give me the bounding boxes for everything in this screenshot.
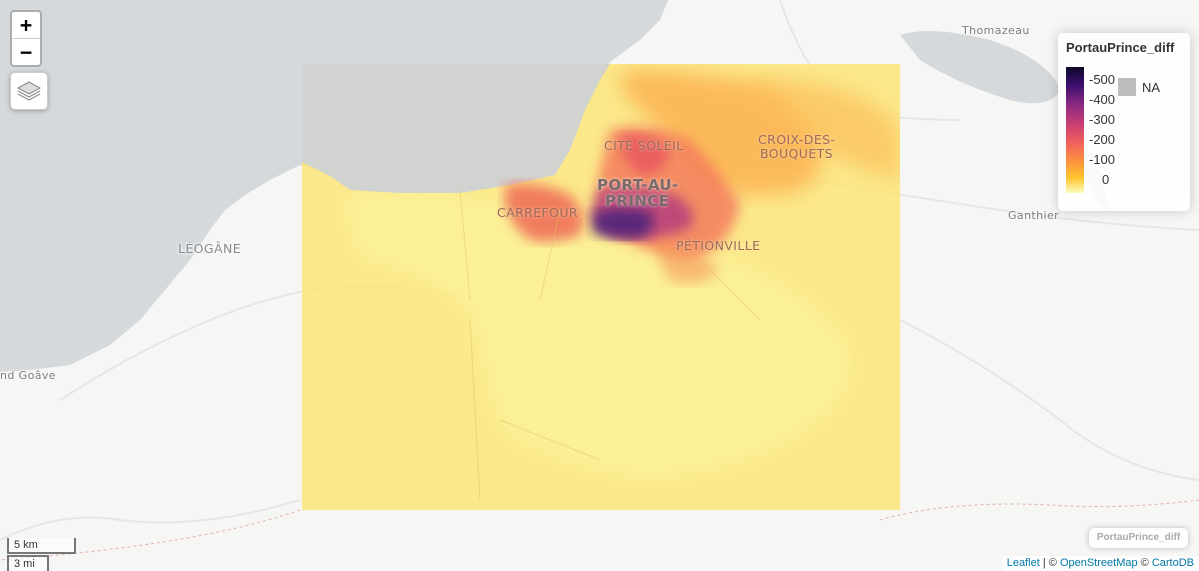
layer-info-box: PortauPrince_diff xyxy=(1089,528,1188,548)
legend-tick-mark xyxy=(1084,160,1088,161)
place-label-cite-soleil: CITÉ SOLEIL xyxy=(604,138,684,153)
legend-na-swatch xyxy=(1118,78,1136,96)
legend-tick-label: -100 xyxy=(1089,152,1116,167)
attribution-separator: | © xyxy=(1039,557,1060,569)
place-label-croix-line1: CROIX-DES- xyxy=(758,132,836,147)
legend-title: PortauPrince_diff xyxy=(1066,40,1175,55)
border xyxy=(0,509,301,561)
place-label-leogane: LÉOGÂNE xyxy=(178,241,241,256)
place-label-grand-goave: nd Goâve xyxy=(0,369,56,382)
openstreetmap-link[interactable]: OpenStreetMap xyxy=(1059,557,1138,569)
place-label-carrefour: CARREFOUR xyxy=(497,205,579,220)
legend-tick-mark xyxy=(1084,100,1088,101)
attribution: Leaflet | © OpenStreetMap © CartoDB xyxy=(1001,556,1199,571)
place-label-thomazeau: Thomazeau xyxy=(962,24,1030,37)
legend-na-label: NA xyxy=(1142,80,1161,95)
legend: PortauPrince_diff -500 -400 -300 -200 -1… xyxy=(1058,33,1190,211)
road xyxy=(0,499,301,541)
legend-tick-label: -500 xyxy=(1089,72,1116,87)
attribution-separator: © xyxy=(1137,557,1152,569)
cartodb-link[interactable]: CartoDB xyxy=(1151,557,1194,569)
water-lake xyxy=(900,31,1060,104)
place-label-port-line2: PRINCE xyxy=(605,192,670,210)
layers-control-button[interactable] xyxy=(10,72,48,110)
legend-tick-label: 0 xyxy=(1102,172,1110,187)
layers-icon xyxy=(16,81,42,101)
leaflet-link[interactable]: Leaflet xyxy=(1006,557,1040,569)
place-label-petionville: PÉTIONVILLE xyxy=(676,238,761,253)
legend-tick-label: -400 xyxy=(1089,92,1116,107)
place-label-port-line1: PORT-AU- xyxy=(597,176,679,194)
zoom-in-button[interactable]: + xyxy=(19,13,33,37)
place-label-ganthier: Ganthier xyxy=(1008,209,1060,222)
legend-tick-mark xyxy=(1084,180,1088,181)
zoom-control: + − xyxy=(10,10,42,67)
legend-color-bar xyxy=(1066,67,1084,193)
legend-tick-label: -300 xyxy=(1089,112,1116,127)
legend-tick-mark xyxy=(1084,120,1088,121)
zoom-out-button[interactable]: − xyxy=(12,38,40,65)
place-label-croix-line2: BOUQUETS xyxy=(760,146,833,161)
legend-tick-mark xyxy=(1084,140,1088,141)
legend-tick-label: -200 xyxy=(1089,132,1116,147)
scale-metric: 5 km xyxy=(7,538,76,554)
road xyxy=(899,319,1199,481)
border xyxy=(879,499,1199,521)
scale-imperial: 3 mi xyxy=(7,555,49,571)
legend-tick-mark xyxy=(1084,80,1088,81)
